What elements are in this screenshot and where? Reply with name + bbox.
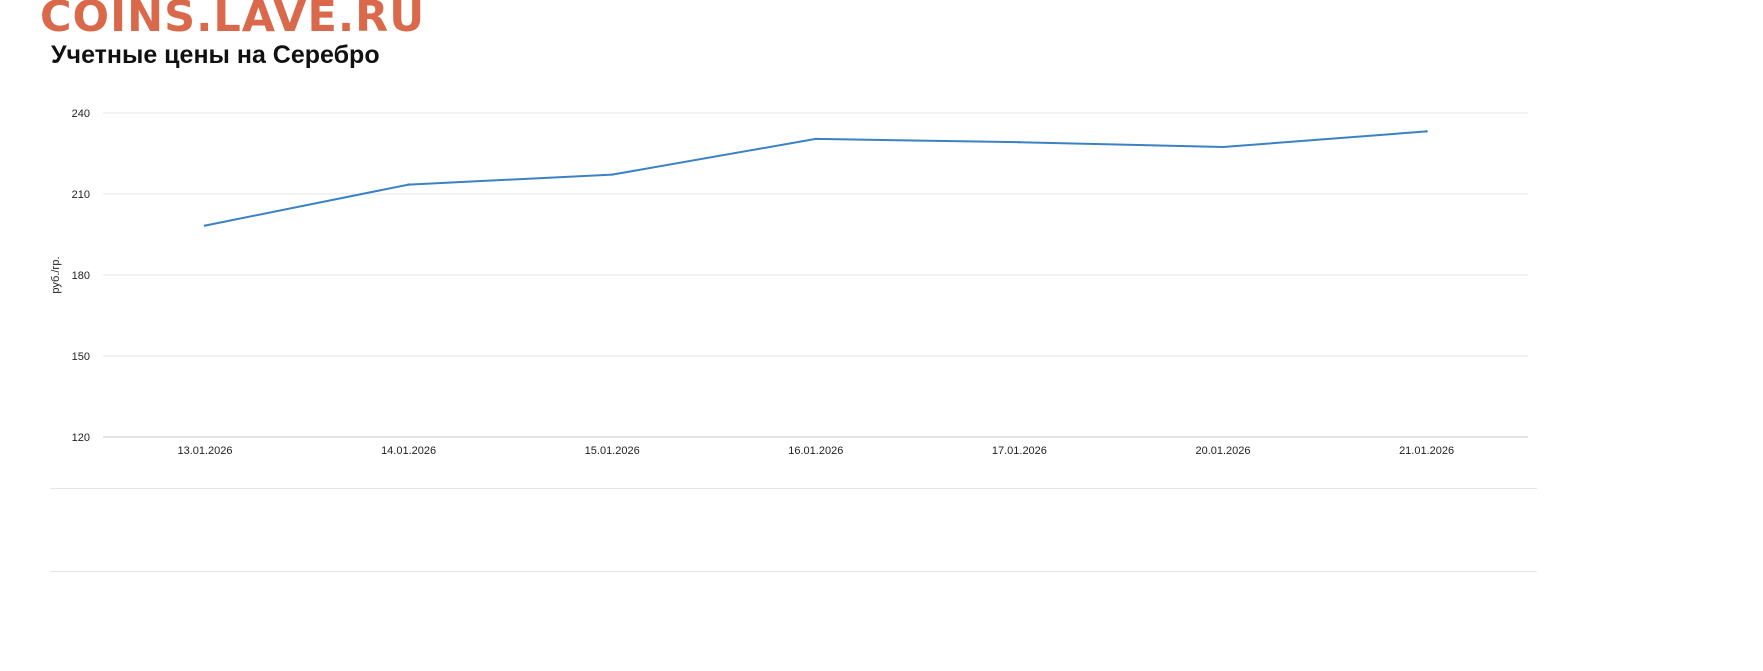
series-lines — [203, 130, 1428, 227]
x-tick-label: 15.01.2026 — [585, 445, 640, 457]
section-divider — [50, 571, 1537, 572]
x-tick-label: 17.01.2026 — [992, 445, 1047, 457]
data-point — [407, 183, 410, 186]
gridlines — [103, 112, 1528, 357]
y-tick-label: 210 — [72, 189, 90, 201]
y-tick-labels: 120 150 180 210 240 — [72, 108, 90, 444]
line-chart: 120 150 180 210 240 13.01.2026 14.01.2026 15.0… — [50, 108, 1528, 457]
data-point — [1018, 140, 1021, 144]
series-line — [204, 130, 1428, 227]
x-tick-label: 20.01.2026 — [1195, 445, 1250, 457]
y-tick-label: 240 — [72, 108, 90, 120]
x-tick-labels: 13.01.2026 14.01.2026 15.01.2026 16.01.2026… — [177, 445, 1454, 457]
data-point — [611, 173, 614, 176]
y-tick-label: 120 — [72, 432, 90, 444]
x-tick-label: 21.01.2026 — [1399, 445, 1454, 457]
data-point — [1221, 145, 1225, 149]
data-point — [1425, 130, 1428, 133]
site-watermark: COINS.LAVE.RU — [40, 0, 426, 42]
y-axis-label: руб./гр. — [50, 256, 62, 293]
y-tick-label: 150 — [72, 351, 90, 363]
x-tick-label: 16.01.2026 — [788, 445, 843, 457]
data-point — [203, 224, 207, 227]
section-divider — [50, 488, 1537, 489]
y-tick-label: 180 — [72, 270, 90, 282]
page-title: Учетные цены на Серебро — [51, 41, 380, 69]
x-tick-label: 14.01.2026 — [381, 445, 436, 457]
data-point — [814, 137, 817, 141]
x-tick-label: 13.01.2026 — [177, 445, 232, 457]
